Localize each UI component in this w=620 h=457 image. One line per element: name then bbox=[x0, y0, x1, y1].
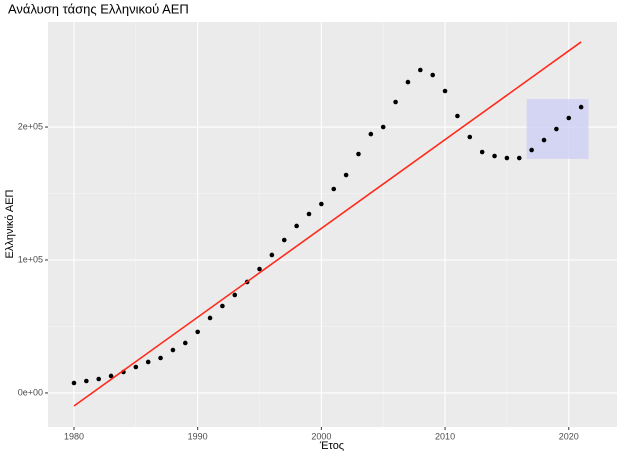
data-point bbox=[84, 378, 89, 384]
data-point bbox=[418, 67, 423, 73]
data-point bbox=[492, 153, 497, 159]
data-point bbox=[183, 340, 188, 346]
data-point bbox=[207, 315, 213, 321]
data-point bbox=[566, 115, 572, 121]
y-tick-label: 1e+05 bbox=[18, 254, 43, 264]
data-point bbox=[405, 79, 411, 85]
data-point bbox=[393, 99, 398, 105]
data-point bbox=[442, 88, 448, 94]
x-tick-label: 1980 bbox=[64, 431, 84, 441]
data-point bbox=[96, 376, 102, 382]
x-axis-label: Έτος bbox=[319, 440, 344, 452]
y-tick-label: 2e+05 bbox=[18, 121, 43, 131]
data-point bbox=[430, 72, 435, 78]
x-tick-label: 1990 bbox=[188, 431, 208, 441]
data-point bbox=[529, 147, 534, 153]
data-point bbox=[455, 113, 460, 119]
data-point bbox=[541, 137, 547, 143]
data-point bbox=[257, 266, 262, 272]
data-point bbox=[108, 373, 114, 379]
data-point bbox=[380, 124, 386, 130]
chart-title: Ανάλυση τάσης Ελληνικού ΑΕΠ bbox=[8, 1, 189, 16]
data-point bbox=[578, 104, 584, 110]
data-point bbox=[319, 201, 324, 207]
data-point bbox=[479, 149, 485, 155]
data-point bbox=[306, 211, 312, 217]
data-point bbox=[504, 155, 510, 161]
data-point bbox=[195, 329, 200, 335]
data-point bbox=[554, 126, 559, 132]
y-tick-label: 0e+00 bbox=[18, 387, 43, 397]
x-tick-label: 2000 bbox=[311, 431, 331, 441]
data-point bbox=[232, 292, 238, 298]
data-point bbox=[343, 172, 349, 178]
data-point bbox=[71, 380, 77, 386]
data-point bbox=[516, 155, 522, 161]
data-point bbox=[331, 186, 337, 192]
trend-line bbox=[73, 41, 582, 407]
data-point bbox=[368, 131, 374, 137]
data-point bbox=[220, 303, 225, 309]
data-point bbox=[133, 364, 139, 370]
panel bbox=[48, 22, 617, 427]
x-tick-label: 2010 bbox=[435, 431, 455, 441]
data-point bbox=[281, 237, 287, 243]
data-point bbox=[294, 223, 299, 229]
data-point bbox=[158, 355, 163, 361]
data-point bbox=[467, 134, 473, 140]
data-point bbox=[145, 359, 151, 365]
x-tick-label: 2020 bbox=[559, 431, 579, 441]
data-point bbox=[269, 252, 275, 258]
y-axis-label: Ελληνικό ΑΕΠ bbox=[4, 189, 16, 258]
data-point bbox=[356, 151, 361, 157]
data-point bbox=[170, 347, 176, 353]
